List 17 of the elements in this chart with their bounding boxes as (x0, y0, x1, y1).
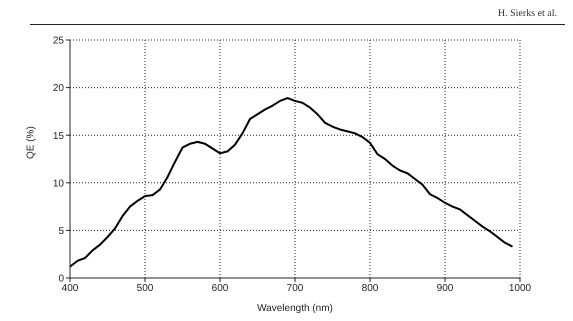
y-axis-title: QE (%) (26, 126, 37, 159)
y-tick-label: 10 (52, 178, 64, 190)
text: H. Sierks et al. (498, 8, 557, 19)
x-tick-label: 700 (286, 283, 304, 294)
y-tick-label: 5 (58, 226, 64, 237)
y-tick-label: 0 (58, 274, 64, 285)
y-tick-label: 15 (52, 130, 64, 142)
line-series (70, 97, 514, 268)
x-tick-label: 1000 (508, 283, 532, 294)
y-tick-label: 25 (52, 36, 64, 47)
x-tick-label: 500 (136, 283, 154, 294)
x-tick-label: 800 (362, 283, 379, 294)
x-axis-title: Wavelength (nm) (257, 303, 333, 314)
y-tick-label: 20 (52, 83, 64, 94)
x-tick-label: 900 (436, 283, 454, 294)
x-tick-label: 600 (212, 283, 229, 294)
x-tick-label: 400 (62, 283, 79, 294)
